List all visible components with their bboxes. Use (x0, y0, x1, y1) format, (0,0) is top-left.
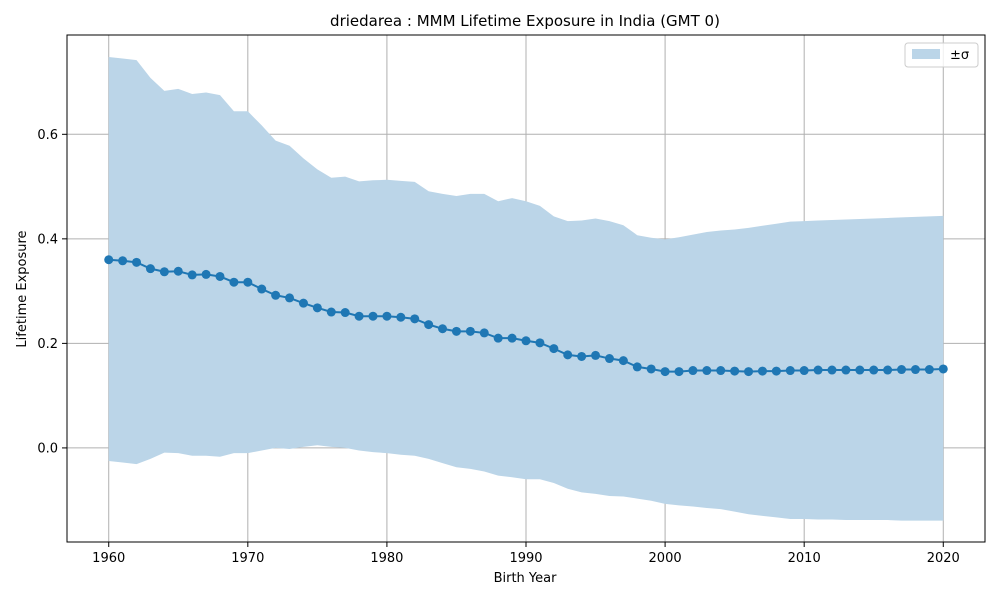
data-point (855, 365, 865, 375)
data-point (591, 350, 601, 360)
data-point (549, 344, 559, 354)
data-point (465, 326, 475, 336)
data-point (716, 366, 726, 376)
data-point (688, 366, 698, 376)
data-point (451, 326, 461, 336)
x-tick-label: 1980 (370, 551, 403, 566)
data-point (521, 336, 531, 346)
data-point (438, 324, 448, 334)
legend-label: ±σ (950, 48, 969, 63)
data-point (340, 308, 350, 318)
data-point (577, 351, 587, 361)
y-tick-label: 0.2 (37, 337, 58, 352)
data-point (243, 277, 253, 287)
data-point (354, 311, 364, 321)
data-point (910, 365, 920, 375)
data-point (757, 366, 767, 376)
legend: ±σ (904, 42, 979, 68)
data-point (869, 365, 879, 375)
data-point (702, 366, 712, 376)
data-point (159, 267, 169, 277)
data-point (215, 271, 225, 281)
data-point (730, 366, 740, 376)
data-point (201, 269, 211, 279)
x-tick-label: 2020 (927, 551, 960, 566)
y-tick-label: 0.4 (37, 232, 58, 247)
data-point (813, 365, 823, 375)
data-point (660, 367, 670, 377)
data-point (396, 312, 406, 322)
y-tick-label: 0.6 (37, 128, 58, 143)
data-point (771, 366, 781, 376)
data-point (938, 364, 948, 374)
data-point (827, 365, 837, 375)
data-points (104, 255, 948, 377)
data-point (118, 256, 128, 266)
data-point (410, 314, 420, 324)
data-point (424, 320, 434, 330)
sigma-band (108, 56, 944, 521)
data-point (145, 264, 155, 274)
data-point (674, 367, 684, 377)
data-point (187, 270, 197, 280)
data-point (646, 364, 656, 374)
data-point (535, 338, 545, 348)
data-point (897, 365, 907, 375)
data-point (229, 277, 239, 287)
data-point (841, 365, 851, 375)
data-point (493, 333, 503, 343)
x-tick-label: 1970 (231, 551, 264, 566)
y-axis-ticks: 0.0 0.2 0.4 0.6 (37, 128, 67, 456)
y-tick-label: 0.0 (37, 441, 58, 456)
x-tick-label: 2010 (788, 551, 821, 566)
x-tick-label: 1990 (509, 551, 542, 566)
y-axis-label: Lifetime Exposure (15, 230, 30, 347)
x-tick-label: 1960 (92, 551, 125, 566)
data-point (883, 365, 893, 375)
x-axis-ticks: 1960 1970 1980 1990 2000 2010 2020 (92, 542, 960, 566)
data-point (563, 350, 573, 360)
data-point (785, 366, 795, 376)
data-point (924, 365, 934, 375)
data-point (104, 255, 114, 265)
x-tick-label: 2000 (649, 551, 682, 566)
data-point (132, 257, 142, 267)
data-point (312, 303, 322, 313)
data-point (368, 311, 378, 321)
data-point (744, 367, 754, 377)
data-point (382, 311, 392, 321)
chart-title: driedarea : MMM Lifetime Exposure in Ind… (330, 12, 720, 30)
data-point (799, 366, 809, 376)
data-point (173, 266, 183, 276)
plot-area (66, 34, 986, 543)
data-point (257, 284, 267, 294)
data-point (285, 293, 295, 303)
data-point (507, 333, 517, 343)
data-point (298, 298, 308, 308)
data-point (632, 362, 642, 372)
data-point (604, 354, 614, 364)
x-axis-label: Birth Year (494, 571, 558, 586)
data-point (326, 307, 336, 317)
data-point (618, 356, 628, 366)
legend-swatch (912, 49, 940, 59)
data-point (479, 328, 489, 338)
data-point (271, 290, 281, 300)
